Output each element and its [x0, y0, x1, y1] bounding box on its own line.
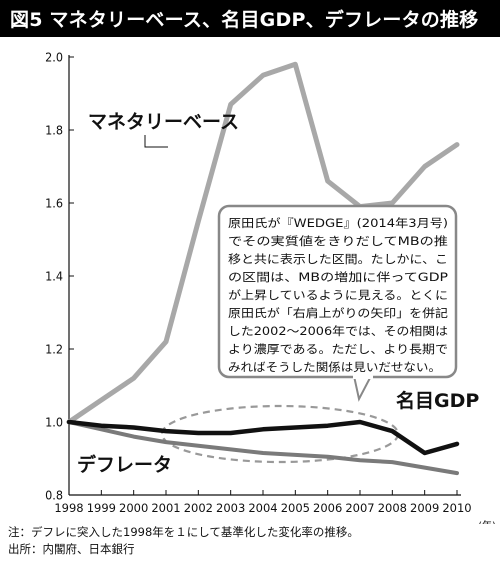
callout-line: 原田氏が『WEDGE』(2014年3月号)	[228, 216, 448, 230]
callout-line: が上昇しているように見える。とくに	[228, 288, 448, 302]
chart-title: 図5 マネタリーベース、名目GDP、デフレータの推移	[10, 9, 479, 31]
series-line-2	[67, 420, 459, 476]
x-tick-label: 2001	[151, 501, 180, 515]
callout-line: 原田氏が「右肩上がりの矢印」を併記	[228, 306, 448, 320]
x-tick-label: 1999	[87, 501, 116, 515]
y-tick-label: 1.8	[45, 123, 63, 138]
series-label-2: デフレータ	[77, 453, 172, 476]
callout-pointer-mask	[353, 374, 373, 379]
callout-box	[217, 204, 458, 379]
x-tick-label: 2000	[119, 501, 148, 515]
callout-line: 移と共に表示した区間。たしかに、こ	[228, 252, 448, 266]
y-tick-label: 0.8	[45, 488, 63, 503]
x-tick-label: 2006	[313, 501, 342, 515]
x-tick-label: 2009	[410, 501, 439, 515]
x-tick-label: 2004	[248, 501, 277, 515]
x-tick-label: 2008	[378, 501, 407, 515]
series-label-1: 名目GDP	[396, 389, 479, 412]
callout-line: でその実質値をきりだしてMBの推	[228, 234, 448, 248]
x-tick-label: 2002	[184, 501, 213, 515]
x-tick-label: 2010	[442, 501, 471, 515]
label-leader-line	[144, 135, 168, 148]
callout-line: より濃厚である。ただし、より長期で	[228, 342, 448, 356]
line-chart: 0.8 1.0 1.2 1.4 1.6 1.8 2.0 1998 1999 2000 2001 200…	[45, 50, 496, 525]
series-line-1	[66, 419, 460, 456]
y-tick-label: 1.4	[45, 269, 63, 284]
footnotes: 注：デフレに突入した1998年を１にして基準化した変化率の推移。 出所：内閣府、…	[8, 524, 359, 558]
x-tick-label: 2003	[216, 501, 245, 515]
series-line-0	[66, 61, 460, 425]
series-label-0: マネタリーベース	[88, 111, 239, 133]
y-tick-label: 2.0	[45, 50, 63, 65]
callout-line: みればそうした関係は見いだせない。	[228, 360, 441, 374]
y-tick-label: 1.6	[45, 196, 63, 211]
callout-pointer	[352, 375, 373, 402]
y-tick-label: 1.2	[45, 342, 63, 357]
footnote-note: 注：デフレに突入した1998年を１にして基準化した変化率の推移。	[8, 525, 359, 539]
callout-line: した2002〜2006年では、その相関は	[228, 324, 448, 338]
callout-line: の区間は、MBの増加に伴ってGDP	[228, 270, 448, 284]
y-tick-label: 1.0	[45, 415, 63, 430]
x-tick-label: 1998	[54, 501, 83, 515]
footnote-source: 出所：内閣府、日本銀行	[8, 542, 135, 556]
title-bar: 図5 マネタリーベース、名目GDP、デフレータの推移	[0, 0, 500, 37]
x-tick-label: 2005	[281, 501, 310, 515]
x-tick-label: 2007	[345, 501, 374, 515]
x-axis-unit: (年)	[478, 519, 496, 524]
